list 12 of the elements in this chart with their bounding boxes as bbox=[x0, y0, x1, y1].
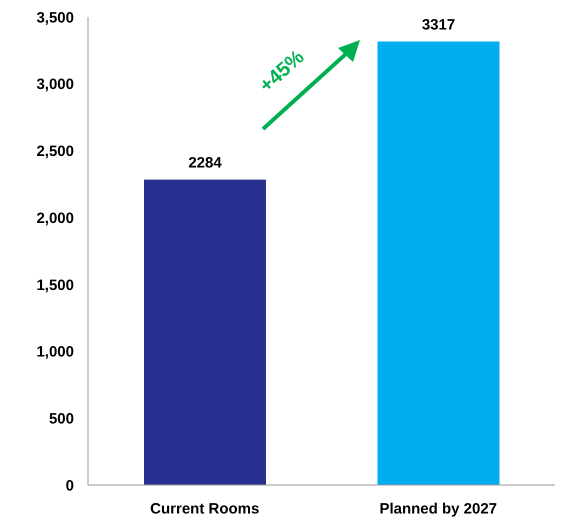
data-label: 2284 bbox=[188, 154, 222, 172]
x-tick-label: Current Rooms bbox=[150, 500, 260, 518]
y-tick-label: 2,000 bbox=[36, 210, 74, 227]
y-tick-label: 2,500 bbox=[36, 143, 74, 160]
y-tick-label: 500 bbox=[48, 410, 74, 428]
y-tick-label: 0 bbox=[66, 477, 74, 494]
data-label: 3317 bbox=[422, 16, 456, 34]
y-tick-label: 1,000 bbox=[36, 344, 74, 361]
y-tick-label: 3,500 bbox=[36, 9, 74, 26]
y-tick-label: 3,000 bbox=[36, 76, 74, 94]
y-tick-label: 1,500 bbox=[36, 276, 74, 294]
x-tick-label: Planned by 2027 bbox=[379, 500, 498, 518]
